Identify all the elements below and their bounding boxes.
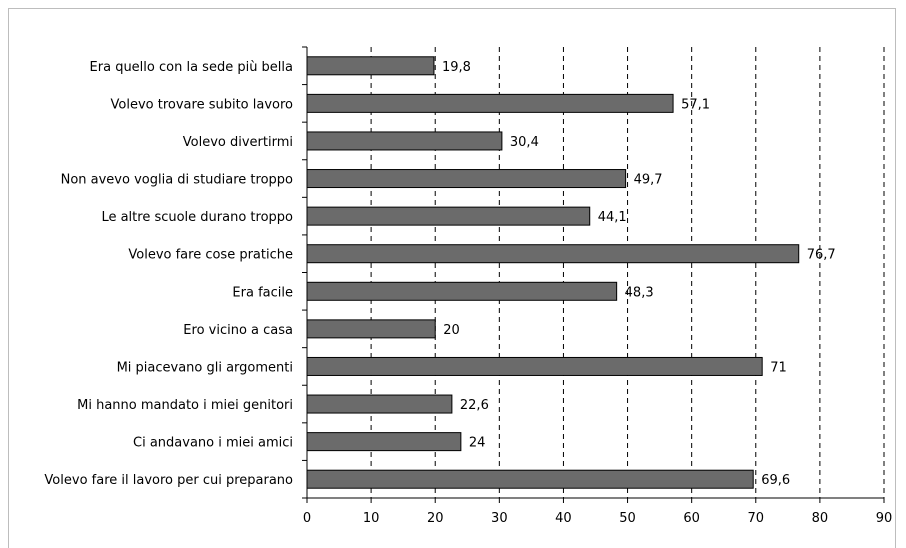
data-label: 20	[443, 323, 460, 338]
data-label: 49,7	[634, 173, 663, 188]
data-label: 30,4	[510, 135, 539, 150]
category-label: Volevo trovare subito lavoro	[111, 97, 294, 112]
x-tick-label: 60	[683, 511, 700, 526]
data-label: 48,3	[625, 285, 654, 300]
x-tick-label: 70	[748, 511, 765, 526]
bar	[306, 93, 674, 113]
chart-frame	[8, 8, 896, 548]
x-tick-label: 40	[555, 511, 572, 526]
data-label: 19,8	[442, 60, 471, 75]
bar	[306, 432, 462, 452]
bar	[306, 244, 800, 264]
category-label: Era facile	[232, 285, 293, 300]
data-label: 71	[770, 360, 787, 375]
x-tick-label: 80	[812, 511, 829, 526]
bar	[306, 206, 591, 226]
gridlines	[370, 47, 885, 498]
bar	[306, 281, 618, 301]
x-tick-label: 0	[303, 511, 311, 526]
data-label: 76,7	[807, 248, 836, 263]
bar	[306, 469, 754, 489]
category-label: Mi piacevano gli argomenti	[117, 360, 293, 375]
category-label: Volevo fare cose pratiche	[128, 248, 293, 263]
category-label: Ero vicino a casa	[183, 323, 293, 338]
x-tick-label: 50	[619, 511, 636, 526]
bar	[306, 394, 453, 414]
bar	[306, 169, 627, 189]
bars	[306, 56, 800, 489]
bar	[306, 131, 503, 151]
labels: 0 10 20 30 40 50 60 70 80 90 Era quello con la sed…	[44, 60, 892, 526]
data-label: 69,6	[761, 473, 790, 488]
x-tick-label: 10	[363, 511, 380, 526]
data-label: 24	[469, 436, 486, 451]
axes	[302, 46, 885, 503]
data-label: 22,6	[460, 398, 489, 413]
x-tick-label: 20	[427, 511, 444, 526]
data-label: 44,1	[598, 210, 627, 225]
category-label: Le altre scuole durano troppo	[101, 210, 293, 225]
category-label: Volevo divertirmi	[183, 135, 293, 150]
bar	[306, 56, 435, 76]
category-label: Mi hanno mandato i miei genitori	[77, 398, 293, 413]
category-label: Ci andavano i miei amici	[133, 436, 293, 451]
category-label: Volevo fare il lavoro per cui preparano	[44, 473, 293, 488]
category-label: Era quello con la sede più bella	[90, 60, 293, 75]
category-label: Non avevo voglia di studiare troppo	[61, 173, 293, 188]
x-tick-label: 90	[876, 511, 893, 526]
x-tick-label: 30	[491, 511, 508, 526]
data-label: 57,1	[681, 97, 710, 112]
bar	[306, 356, 763, 376]
bar	[306, 319, 436, 339]
